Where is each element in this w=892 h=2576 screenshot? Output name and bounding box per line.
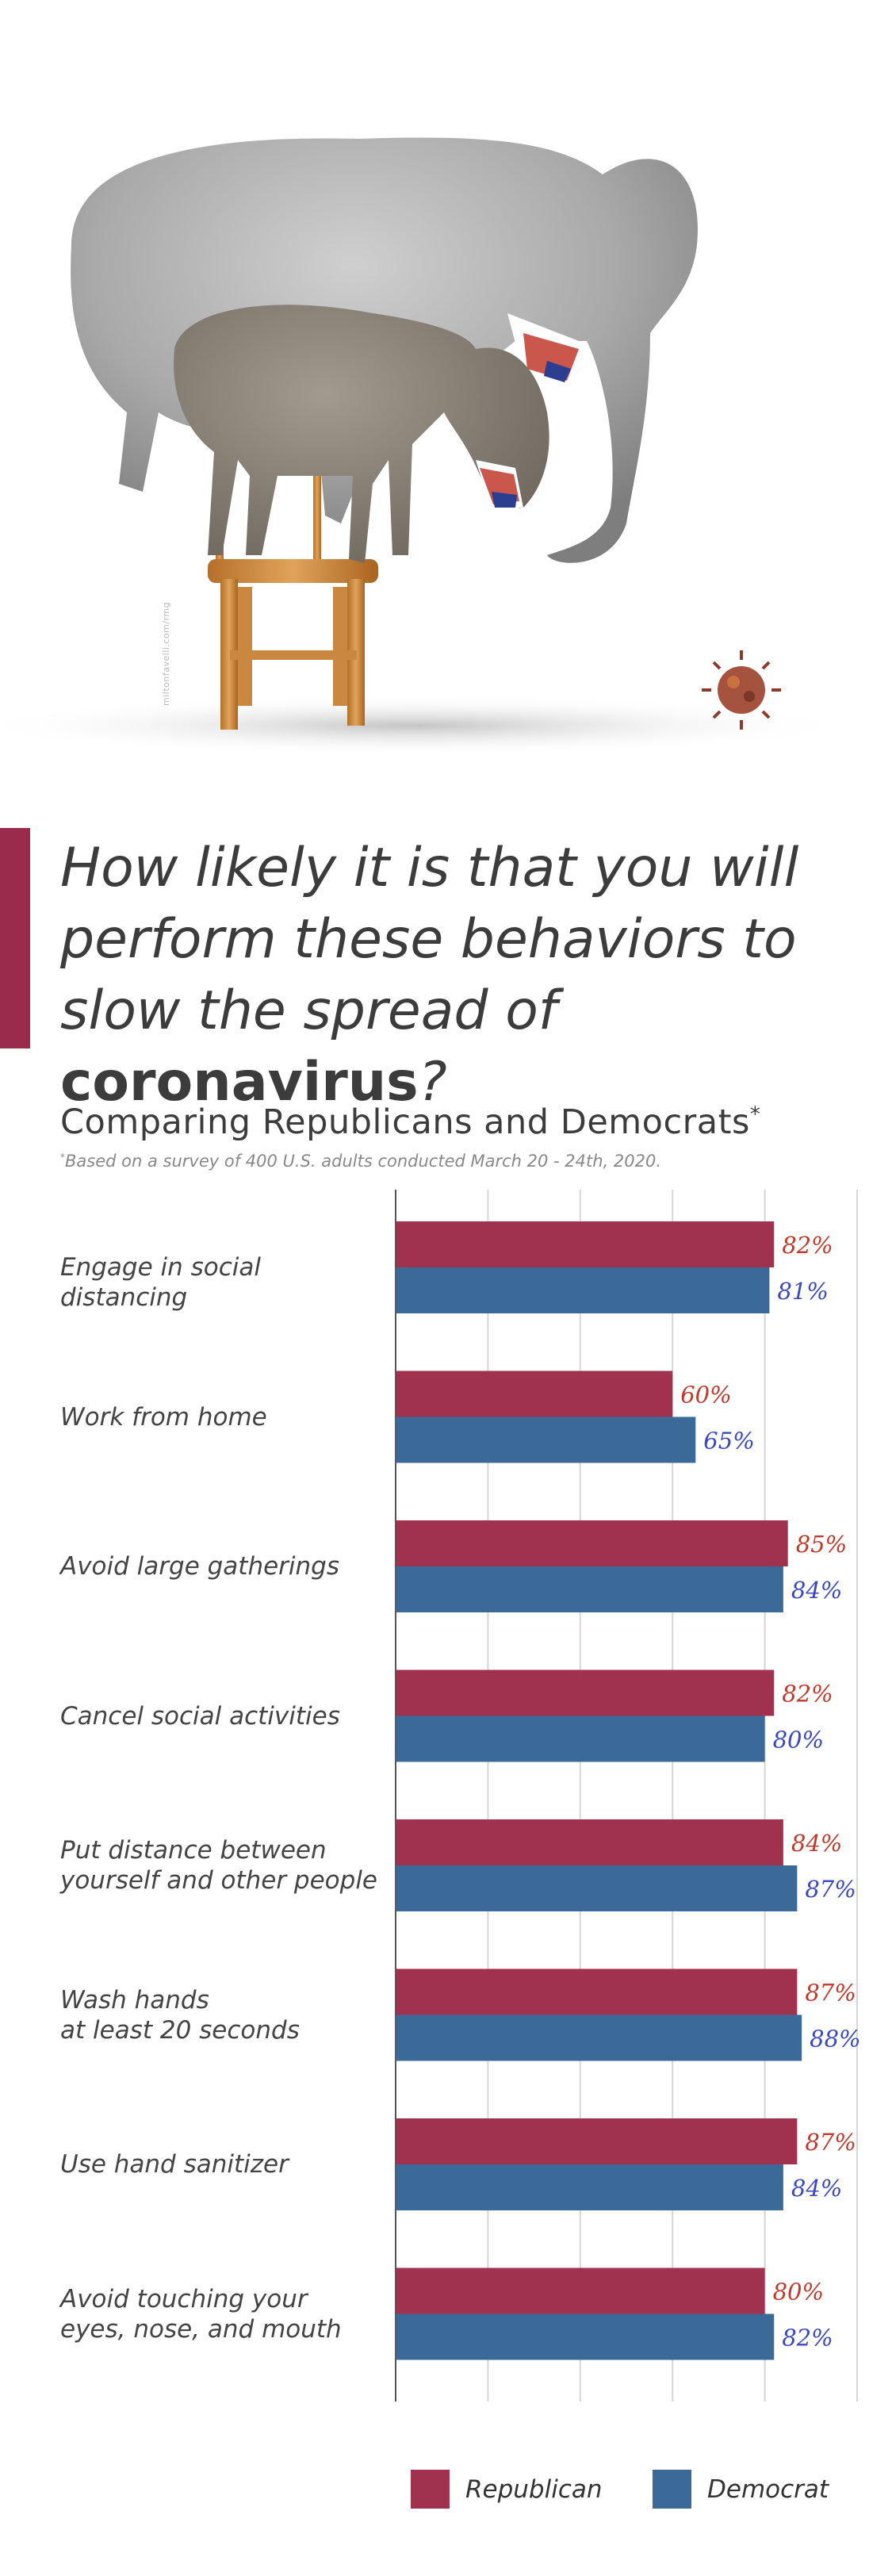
legend-swatch-republican — [411, 2470, 450, 2509]
category-label: Engage in social distancing — [60, 1252, 377, 1313]
category-label: Avoid large gatherings — [60, 1551, 377, 1581]
category-label: Cancel social activities — [60, 1701, 377, 1731]
subtitle-asterisk: * — [749, 1102, 761, 1127]
category-label: Use hand sanitizer — [60, 2149, 377, 2179]
virus-icon — [702, 650, 781, 730]
category-label-line: Avoid large gatherings — [60, 1552, 340, 1581]
bar-democrat — [396, 1416, 696, 1463]
bar-republican — [396, 2267, 765, 2314]
category-label-line: Put distance between — [60, 1836, 327, 1865]
title-line-2: perform these behaviors to — [60, 908, 797, 971]
value-label-democrat: 65% — [703, 1428, 754, 1455]
value-label-democrat: 84% — [791, 1577, 842, 1604]
value-label-republican: 84% — [791, 1830, 842, 1857]
value-label-democrat: 80% — [773, 1727, 824, 1754]
elephant-donkey-illustration — [0, 137, 856, 756]
value-label-republican: 82% — [782, 1232, 833, 1259]
category-label: Work from home — [60, 1402, 377, 1432]
subtitle-text: Comparing Republicans and Democrats — [60, 1102, 750, 1142]
category-label-line: at least 20 seconds — [60, 2015, 300, 2045]
value-label-democrat: 87% — [805, 1876, 856, 1903]
chart-value-labels: 82% 81% 60% 65% 85% 84% 82% 80% 84% 87% 87% 88% 87% 8… — [680, 1232, 860, 2352]
legend-republican: Republican — [411, 2470, 603, 2509]
survey-footnote: *Based on a survey of 400 U.S. adults co… — [60, 1152, 661, 1171]
bar-democrat — [396, 2014, 802, 2061]
bar-republican — [396, 1968, 798, 2015]
bar-democrat — [396, 1267, 770, 1313]
category-label-line: Engage in social distancing — [60, 1253, 262, 1312]
value-label-republican: 60% — [680, 1382, 731, 1409]
category-label-line: eyes, nose, and mouth — [60, 2314, 342, 2344]
value-label-democrat: 88% — [810, 2026, 860, 2053]
bar-republican — [396, 1819, 783, 1865]
bar-republican — [396, 1520, 788, 1566]
legend-label-democrat: Democrat — [707, 2474, 829, 2504]
title-line-1: How likely it is that you will — [60, 837, 799, 899]
bar-republican — [396, 1221, 775, 1267]
chart-subtitle: Comparing Republicans and Democrats* — [60, 1102, 760, 1142]
value-label-republican: 80% — [773, 2279, 824, 2306]
category-label-line: Cancel social activities — [60, 1701, 340, 1731]
title-line-3-suffix: ? — [418, 1051, 447, 1114]
category-label-line: Avoid touching your — [60, 2284, 308, 2313]
ground-shadow — [0, 696, 856, 756]
page-title: How likely it is that you will perform th… — [60, 833, 869, 1118]
bar-democrat — [396, 2313, 775, 2360]
bar-democrat — [396, 1715, 765, 1762]
chart-bars — [396, 1221, 802, 2360]
bar-republican — [396, 1669, 775, 1716]
bar-democrat — [396, 2164, 783, 2210]
value-label-democrat: 84% — [791, 2175, 842, 2202]
title-accent-bar — [0, 828, 30, 1048]
category-label-line: Wash hands — [60, 1985, 209, 2014]
stool — [208, 440, 378, 730]
bar-republican — [396, 1370, 673, 1417]
title-keyword: coronavirus — [60, 1051, 419, 1114]
bar-democrat — [396, 1865, 798, 1911]
value-label-republican: 82% — [782, 1681, 833, 1708]
category-label-line: yourself and other people — [60, 1866, 378, 1895]
footnote-text: Based on a survey of 400 U.S. adults con… — [65, 1152, 662, 1171]
title-line-3-prefix: slow the spread of — [60, 979, 557, 1042]
value-label-republican: 85% — [796, 1531, 847, 1558]
value-label-republican: 87% — [805, 1980, 856, 2007]
category-label: Avoid touching your eyes, nose, and mouth — [60, 2284, 377, 2344]
value-label-democrat: 81% — [777, 1278, 828, 1305]
legend-swatch-democrat — [653, 2470, 691, 2509]
donkey — [174, 305, 549, 563]
bar-republican — [396, 2118, 798, 2164]
value-label-republican: 87% — [805, 2129, 856, 2156]
bar-democrat — [396, 1566, 783, 1612]
footnote-asterisk: * — [60, 1152, 65, 1163]
value-label-democrat: 82% — [782, 2325, 833, 2352]
legend-democrat: Democrat — [653, 2470, 829, 2509]
category-label-line: Work from home — [60, 1402, 267, 1432]
category-label: Wash hands at least 20 seconds — [60, 1985, 377, 2045]
category-label: Put distance between yourself and other p… — [60, 1835, 377, 1896]
legend-label-republican: Republican — [465, 2474, 603, 2504]
category-label-line: Use hand sanitizer — [60, 2150, 289, 2179]
